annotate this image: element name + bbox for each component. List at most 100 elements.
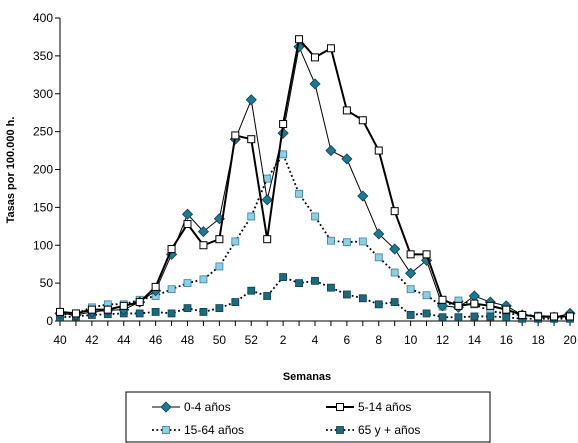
data-point [247, 212, 256, 221]
y-tick-label: 400 [33, 11, 53, 25]
data-point [342, 238, 351, 247]
data-point [325, 144, 337, 157]
legend-label: 0-4 años [184, 400, 231, 414]
data-point [215, 304, 224, 313]
data-point [183, 220, 192, 229]
data-point [311, 53, 319, 62]
data-point [470, 299, 479, 308]
data-point [454, 313, 463, 322]
data-point [135, 309, 144, 318]
data-point [502, 305, 511, 314]
data-point [422, 309, 431, 318]
data-point [263, 292, 272, 300]
x-tick-label: 10 [404, 333, 418, 347]
x-tick-label: 4 [312, 333, 319, 347]
data-point [199, 275, 208, 284]
x-tick-label: 40 [53, 333, 67, 347]
legend-marker [336, 426, 344, 434]
x-tick-label: 6 [344, 333, 351, 347]
axes [59, 18, 570, 322]
legend-label: 5-14 años [358, 400, 411, 414]
x-tick-label: 2 [280, 333, 287, 347]
data-point [550, 312, 559, 321]
series-4 [56, 273, 574, 323]
x-tick-label: 14 [468, 333, 482, 347]
data-point [199, 308, 208, 316]
data-point [151, 308, 160, 316]
x-tick-label: 42 [85, 333, 99, 347]
data-point [279, 150, 288, 159]
data-point [358, 294, 367, 303]
data-point [215, 262, 224, 271]
x-tick-label: 50 [213, 333, 227, 347]
data-point [326, 44, 335, 53]
data-point [438, 295, 447, 304]
series-3 [56, 150, 574, 322]
data-point [389, 243, 401, 255]
data-point [295, 189, 303, 198]
data-point [390, 298, 399, 306]
data-point [247, 286, 256, 295]
x-tick-label: 48 [181, 333, 195, 347]
x-tick-label: 8 [375, 333, 382, 347]
y-tick-label: 150 [33, 200, 53, 214]
legend-marker [160, 401, 172, 413]
x-tick-label: 44 [117, 333, 131, 347]
data-point [167, 309, 176, 318]
data-point [374, 146, 383, 155]
y-ticks: 0 50 100 150 200 250 300 350 400 [33, 11, 60, 328]
y-tick-label: 0 [46, 314, 53, 328]
data-point [438, 313, 447, 322]
x-tick-label: 16 [500, 333, 514, 347]
data-point [406, 285, 415, 294]
data-point [358, 237, 367, 246]
data-point [183, 304, 192, 313]
data-point [279, 273, 288, 281]
series-layer [54, 35, 576, 323]
data-point [231, 237, 240, 246]
legend-box [125, 391, 491, 443]
data-point [502, 313, 511, 322]
y-tick-label: 50 [40, 276, 54, 290]
data-point [215, 235, 224, 244]
data-point [468, 290, 480, 302]
series-2 [56, 35, 574, 321]
x-tick-label: 20 [563, 333, 577, 347]
data-point [263, 235, 272, 244]
legend-marker [162, 426, 170, 434]
legend: 0-4 años 5-14 años 15-64 años 65 y + años [125, 391, 491, 443]
data-point [151, 282, 160, 291]
data-point [390, 268, 399, 277]
data-point [357, 190, 369, 202]
data-point [311, 276, 319, 285]
legend-label: 15-64 años [184, 423, 244, 437]
data-point [341, 153, 353, 165]
data-point [167, 285, 176, 294]
data-point [358, 116, 367, 125]
data-point [454, 301, 463, 310]
data-point [374, 253, 383, 262]
data-point [327, 283, 335, 292]
data-point [486, 312, 495, 321]
data-point [87, 305, 96, 314]
data-point [231, 298, 240, 306]
data-point [263, 174, 272, 183]
data-point [231, 131, 240, 140]
data-point [406, 250, 415, 259]
data-point [311, 212, 319, 221]
x-tick-label: 18 [531, 333, 545, 347]
data-point [566, 312, 574, 321]
y-tick-label: 300 [33, 87, 53, 101]
legend-label: 65 y + años [358, 423, 420, 437]
data-point [373, 228, 385, 240]
x-tick-label: 12 [436, 333, 450, 347]
data-point [295, 279, 303, 288]
data-point [181, 208, 194, 220]
data-point [327, 236, 335, 245]
data-point [295, 35, 304, 44]
data-point [422, 291, 431, 300]
data-point [279, 120, 288, 129]
x-tick-label: 52 [245, 333, 259, 347]
data-point [534, 312, 543, 321]
